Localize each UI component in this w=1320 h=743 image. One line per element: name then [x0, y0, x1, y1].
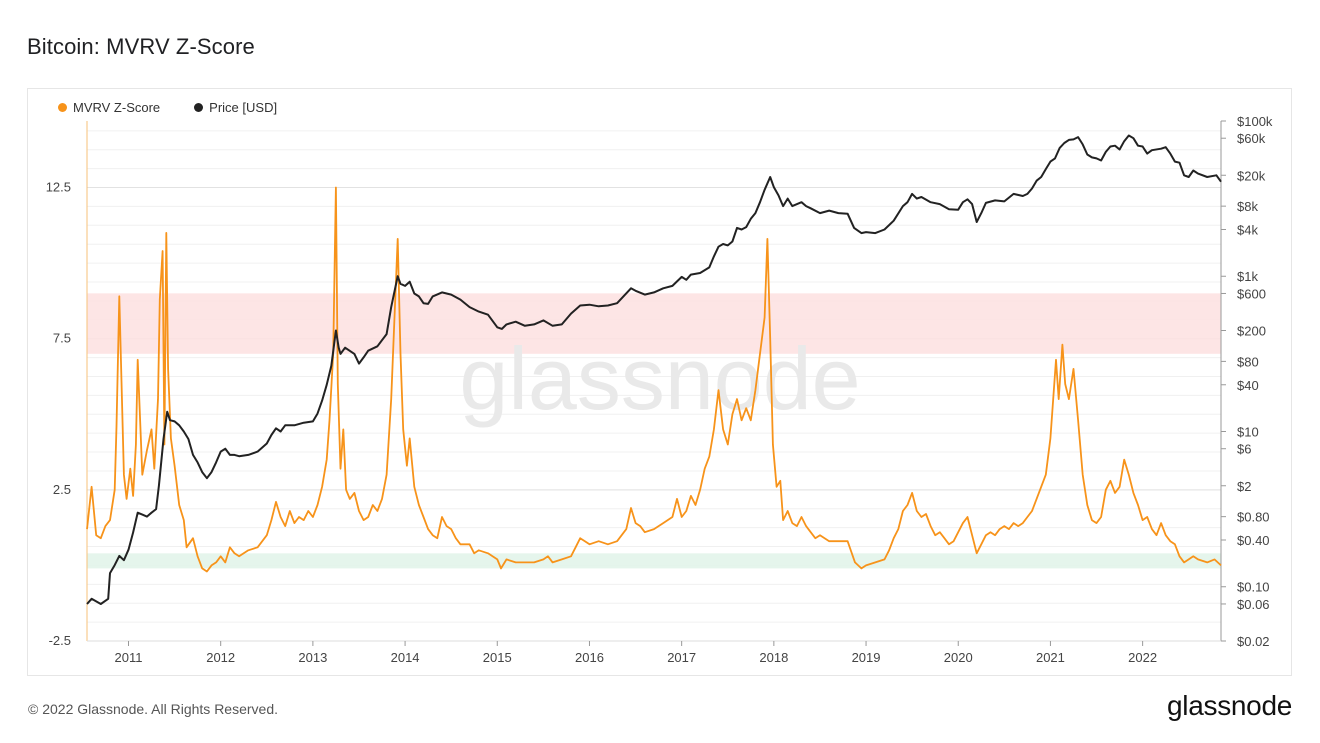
y-right-tick-label: $0.40	[1237, 533, 1270, 548]
legend-dot-price	[194, 103, 204, 112]
watermark: glassnode	[459, 329, 860, 428]
legend-item-zscore[interactable]: MVRV Z-Score	[58, 100, 160, 115]
x-tick-label: 2017	[667, 650, 696, 665]
y-right-tick-label: $2	[1237, 479, 1251, 494]
price-series-line	[86, 134, 1222, 605]
y-right-tick-label: $6	[1237, 442, 1251, 457]
x-tick-label: 2016	[575, 650, 604, 665]
x-tick-label: 2011	[115, 650, 143, 665]
glassnode-logo[interactable]: glassnode	[1167, 690, 1292, 721]
x-tick-label: 2018	[759, 650, 788, 665]
footer-copyright: © 2022 Glassnode. All Rights Reserved.	[28, 701, 279, 717]
y-right-tick-label: $80	[1237, 354, 1259, 369]
y-right-tick-label: $40	[1237, 378, 1259, 393]
y-right-tick-label: $10	[1237, 424, 1259, 439]
x-tick-label: 2012	[206, 650, 235, 665]
chart-legend: MVRV Z-Score Price [USD]	[58, 100, 277, 115]
x-tick-label: 2019	[852, 650, 881, 665]
x-tick-label: 2022	[1128, 650, 1157, 665]
y-right-tick-label: $0.80	[1237, 510, 1270, 525]
y-left-tick-label: 12.5	[46, 180, 71, 195]
y-right-tick-label: $20k	[1237, 168, 1266, 183]
green-zone-band	[87, 553, 1221, 569]
chart-frame	[27, 88, 1292, 676]
red-zone-band	[87, 293, 1221, 354]
y-right-tick-label: $100k	[1237, 114, 1273, 129]
y-right-tick-label: $0.10	[1237, 580, 1270, 595]
y-right-tick-label: $0.06	[1237, 597, 1270, 612]
legend-label-price: Price [USD]	[209, 100, 278, 115]
y-right-tick-label: $4k	[1237, 223, 1258, 238]
y-right-tick-label: $8k	[1237, 199, 1258, 214]
x-tick-label: 2020	[944, 650, 973, 665]
page-title: Bitcoin: MVRV Z-Score	[27, 34, 255, 59]
x-tick-label: 2014	[391, 650, 420, 665]
y-right-tick-label: $200	[1237, 324, 1266, 339]
y-right-tick-label: $600	[1237, 286, 1266, 301]
y-right-tick-label: $1k	[1237, 269, 1258, 284]
legend-item-price[interactable]: Price [USD]	[194, 100, 277, 115]
x-tick-label: 2021	[1036, 650, 1065, 665]
y-left-tick-label: 7.5	[53, 331, 71, 346]
legend-label-zscore: MVRV Z-Score	[73, 100, 161, 115]
y-right-tick-label: $0.02	[1237, 634, 1270, 649]
legend-dot-zscore	[58, 103, 67, 112]
zscore-series-line	[86, 186, 1222, 573]
y-right-tick-label: $60k	[1237, 131, 1266, 146]
x-tick-label: 2015	[483, 650, 512, 665]
x-tick-label: 2013	[298, 650, 327, 665]
y-left-tick-label: -2.5	[49, 633, 71, 648]
y-left-tick-label: 2.5	[53, 482, 71, 497]
